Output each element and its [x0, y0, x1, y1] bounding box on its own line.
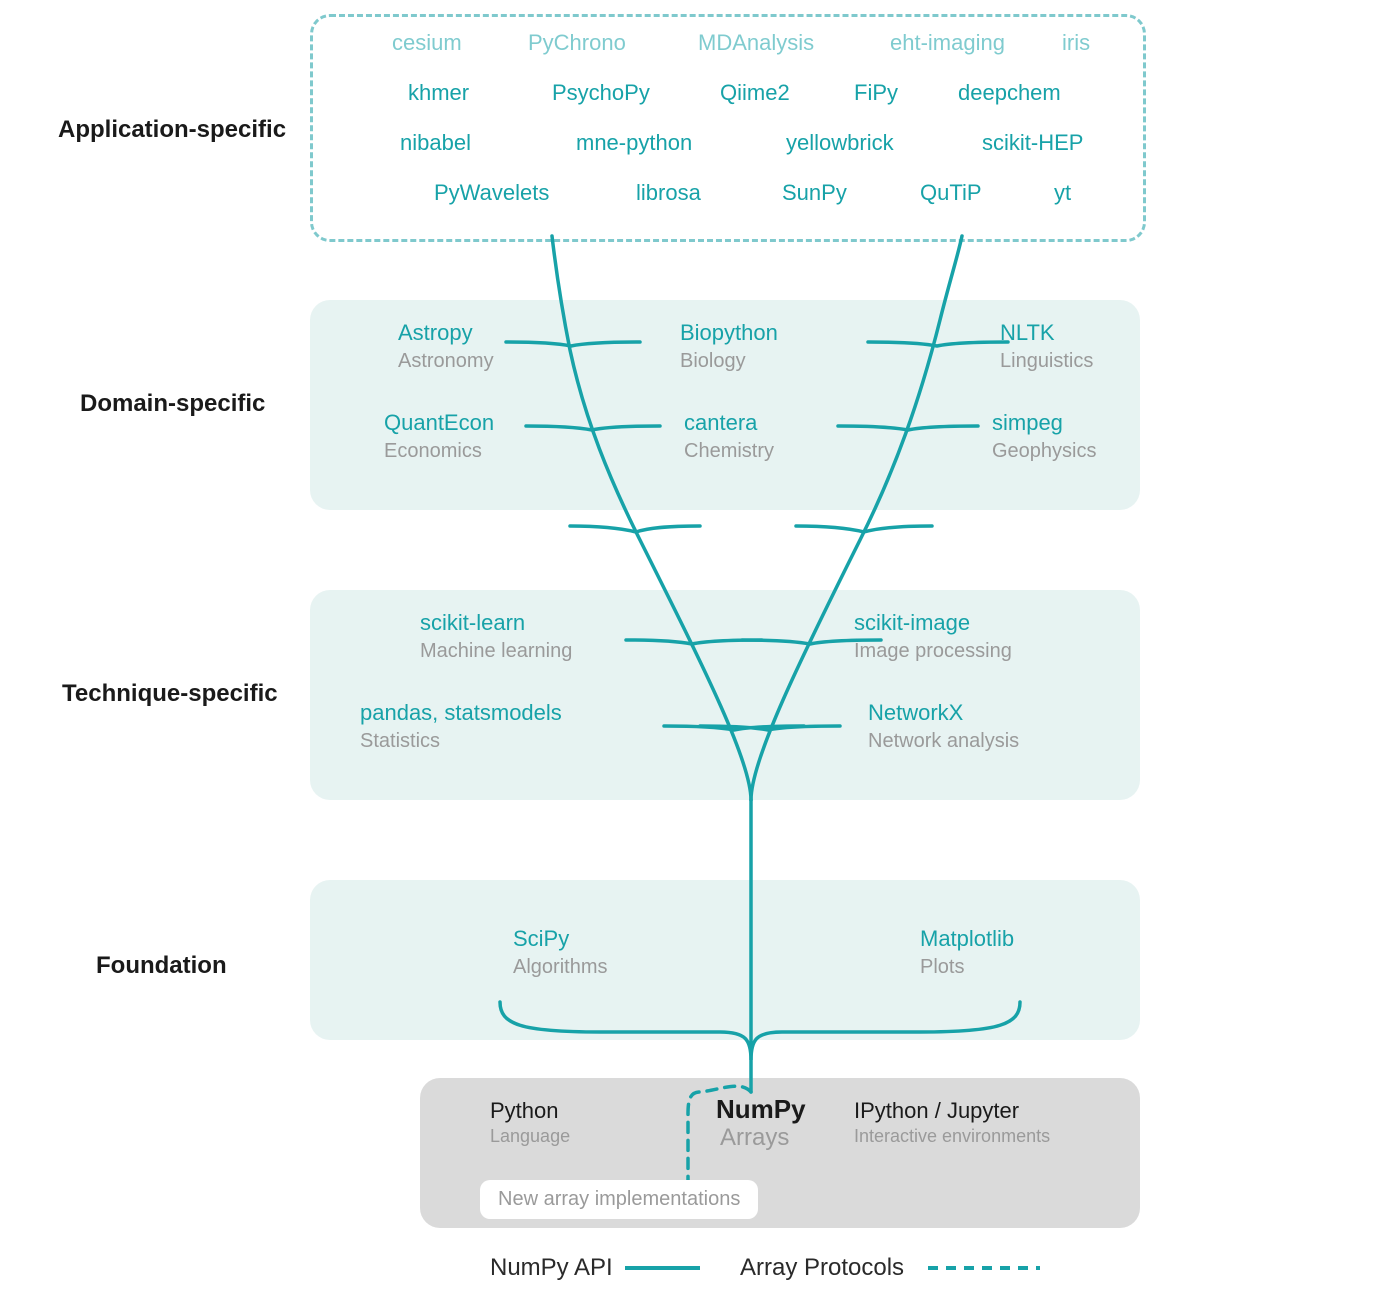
app-package: PyChrono — [528, 30, 626, 56]
domain-domain-label: Economics — [384, 440, 482, 463]
domain-domain-label: Geophysics — [992, 440, 1097, 463]
app-package: cesium — [392, 30, 462, 56]
layer-label: Foundation — [96, 952, 227, 980]
new-array-implementations-pill: New array implementations — [480, 1180, 758, 1219]
app-package: librosa — [636, 180, 701, 206]
layer-label: Technique-specific — [62, 680, 278, 708]
python-label: Python — [490, 1098, 559, 1124]
numpy-label: NumPy — [716, 1094, 806, 1125]
app-package: yellowbrick — [786, 130, 894, 156]
domain-package: cantera — [684, 410, 757, 436]
app-package: khmer — [408, 80, 469, 106]
app-package: eht-imaging — [890, 30, 1005, 56]
foundation-package: Matplotlib — [920, 926, 1014, 952]
layer-label: Application-specific — [58, 116, 286, 144]
jupyter-label: IPython / Jupyter — [854, 1098, 1019, 1124]
app-package: MDAnalysis — [698, 30, 814, 56]
domain-domain-label: Astronomy — [398, 350, 494, 373]
layer-label: Domain-specific — [80, 390, 265, 418]
domain-package: Biopython — [680, 320, 778, 346]
technique-domain-label: Statistics — [360, 730, 440, 753]
domain-domain-label: Chemistry — [684, 440, 774, 463]
app-package: iris — [1062, 30, 1090, 56]
domain-domain-label: Biology — [680, 350, 746, 373]
app-package: deepchem — [958, 80, 1061, 106]
technique-domain-label: Machine learning — [420, 640, 572, 663]
app-package: scikit-HEP — [982, 130, 1083, 156]
numpy-sublabel: Arrays — [720, 1124, 789, 1152]
domain-package: QuantEcon — [384, 410, 494, 436]
app-package: Qiime2 — [720, 80, 790, 106]
foundation-package: SciPy — [513, 926, 569, 952]
foundation-domain-label: Algorithms — [513, 956, 607, 979]
technique-domain-label: Network analysis — [868, 730, 1019, 753]
technique-package: scikit-image — [854, 610, 970, 636]
technique-package: NetworkX — [868, 700, 963, 726]
app-package: SunPy — [782, 180, 847, 206]
app-package: PsychoPy — [552, 80, 650, 106]
app-package: nibabel — [400, 130, 471, 156]
technique-domain-label: Image processing — [854, 640, 1012, 663]
legend-numpy-api: NumPy API — [490, 1254, 613, 1282]
domain-package: simpeg — [992, 410, 1063, 436]
python-sublabel: Language — [490, 1126, 570, 1147]
technique-package: scikit-learn — [420, 610, 525, 636]
app-package: PyWavelets — [434, 180, 549, 206]
app-package: mne-python — [576, 130, 692, 156]
app-package: FiPy — [854, 80, 898, 106]
domain-package: Astropy — [398, 320, 473, 346]
foundation-domain-label: Plots — [920, 956, 964, 979]
domain-package: NLTK — [1000, 320, 1055, 346]
app-package: QuTiP — [920, 180, 982, 206]
app-package: yt — [1054, 180, 1071, 206]
legend-array-protocols: Array Protocols — [740, 1254, 904, 1282]
technique-package: pandas, statsmodels — [360, 700, 562, 726]
foundation-box — [310, 880, 1140, 1040]
jupyter-sublabel: Interactive environments — [854, 1126, 1050, 1147]
domain-domain-label: Linguistics — [1000, 350, 1093, 373]
diagram-canvas: Application-specific Domain-specific Techn… — [0, 0, 1384, 1300]
